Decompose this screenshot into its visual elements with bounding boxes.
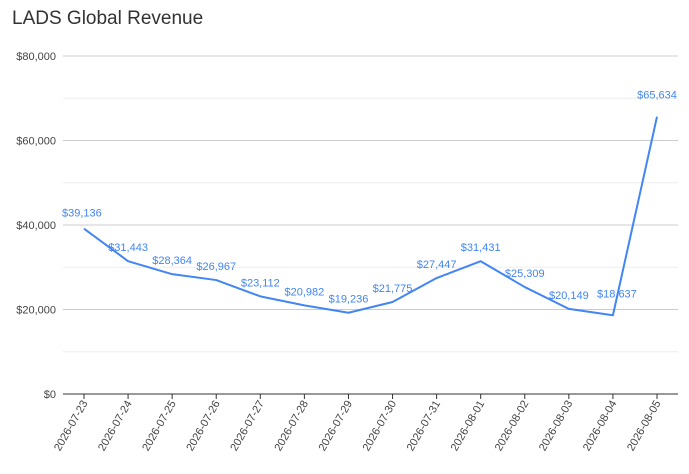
x-tick-label: 2026-07-24 <box>96 399 135 454</box>
x-tick-label: 2026-07-25 <box>140 399 179 454</box>
data-label: $25,309 <box>505 268 545 280</box>
y-tick-label: $40,000 <box>16 220 56 232</box>
x-tick-label: 2026-07-26 <box>184 399 223 454</box>
x-tick-label: 2026-07-27 <box>228 399 267 454</box>
x-tick-label: 2026-08-04 <box>581 399 620 454</box>
data-label: $21,775 <box>373 283 413 295</box>
data-label: $23,112 <box>241 277 280 289</box>
data-label: $19,236 <box>329 294 369 306</box>
x-tick-label: 2026-07-31 <box>405 399 444 454</box>
chart-title: LADS Global Revenue <box>12 8 204 29</box>
data-label: $39,136 <box>62 208 102 220</box>
series-line <box>83 116 658 317</box>
x-tick-label: 2026-08-05 <box>625 399 664 454</box>
data-label: $31,431 <box>461 242 501 254</box>
data-label: $18,637 <box>597 288 637 300</box>
x-tick-label: 2026-08-03 <box>537 399 576 454</box>
data-label: $20,982 <box>285 286 325 298</box>
data-label: $31,443 <box>108 242 148 254</box>
x-tick-label: 2026-07-23 <box>52 399 91 454</box>
x-tick-label: 2026-07-30 <box>361 399 400 454</box>
data-label: $27,447 <box>417 259 457 271</box>
data-label: $20,149 <box>549 290 589 302</box>
x-tick-label: 2026-07-29 <box>317 399 356 454</box>
y-tick-label: $20,000 <box>16 305 56 317</box>
x-tick-label: 2026-08-02 <box>493 399 532 454</box>
y-tick-label: $80,000 <box>16 51 56 63</box>
x-tick-label: 2026-08-01 <box>449 399 488 454</box>
data-label: $28,364 <box>152 255 192 267</box>
data-label: $26,967 <box>196 261 236 273</box>
y-tick-label: $0 <box>44 389 56 401</box>
data-label: $65,634 <box>637 90 677 102</box>
x-tick-label: 2026-07-28 <box>272 399 311 454</box>
y-tick-label: $60,000 <box>16 136 56 148</box>
